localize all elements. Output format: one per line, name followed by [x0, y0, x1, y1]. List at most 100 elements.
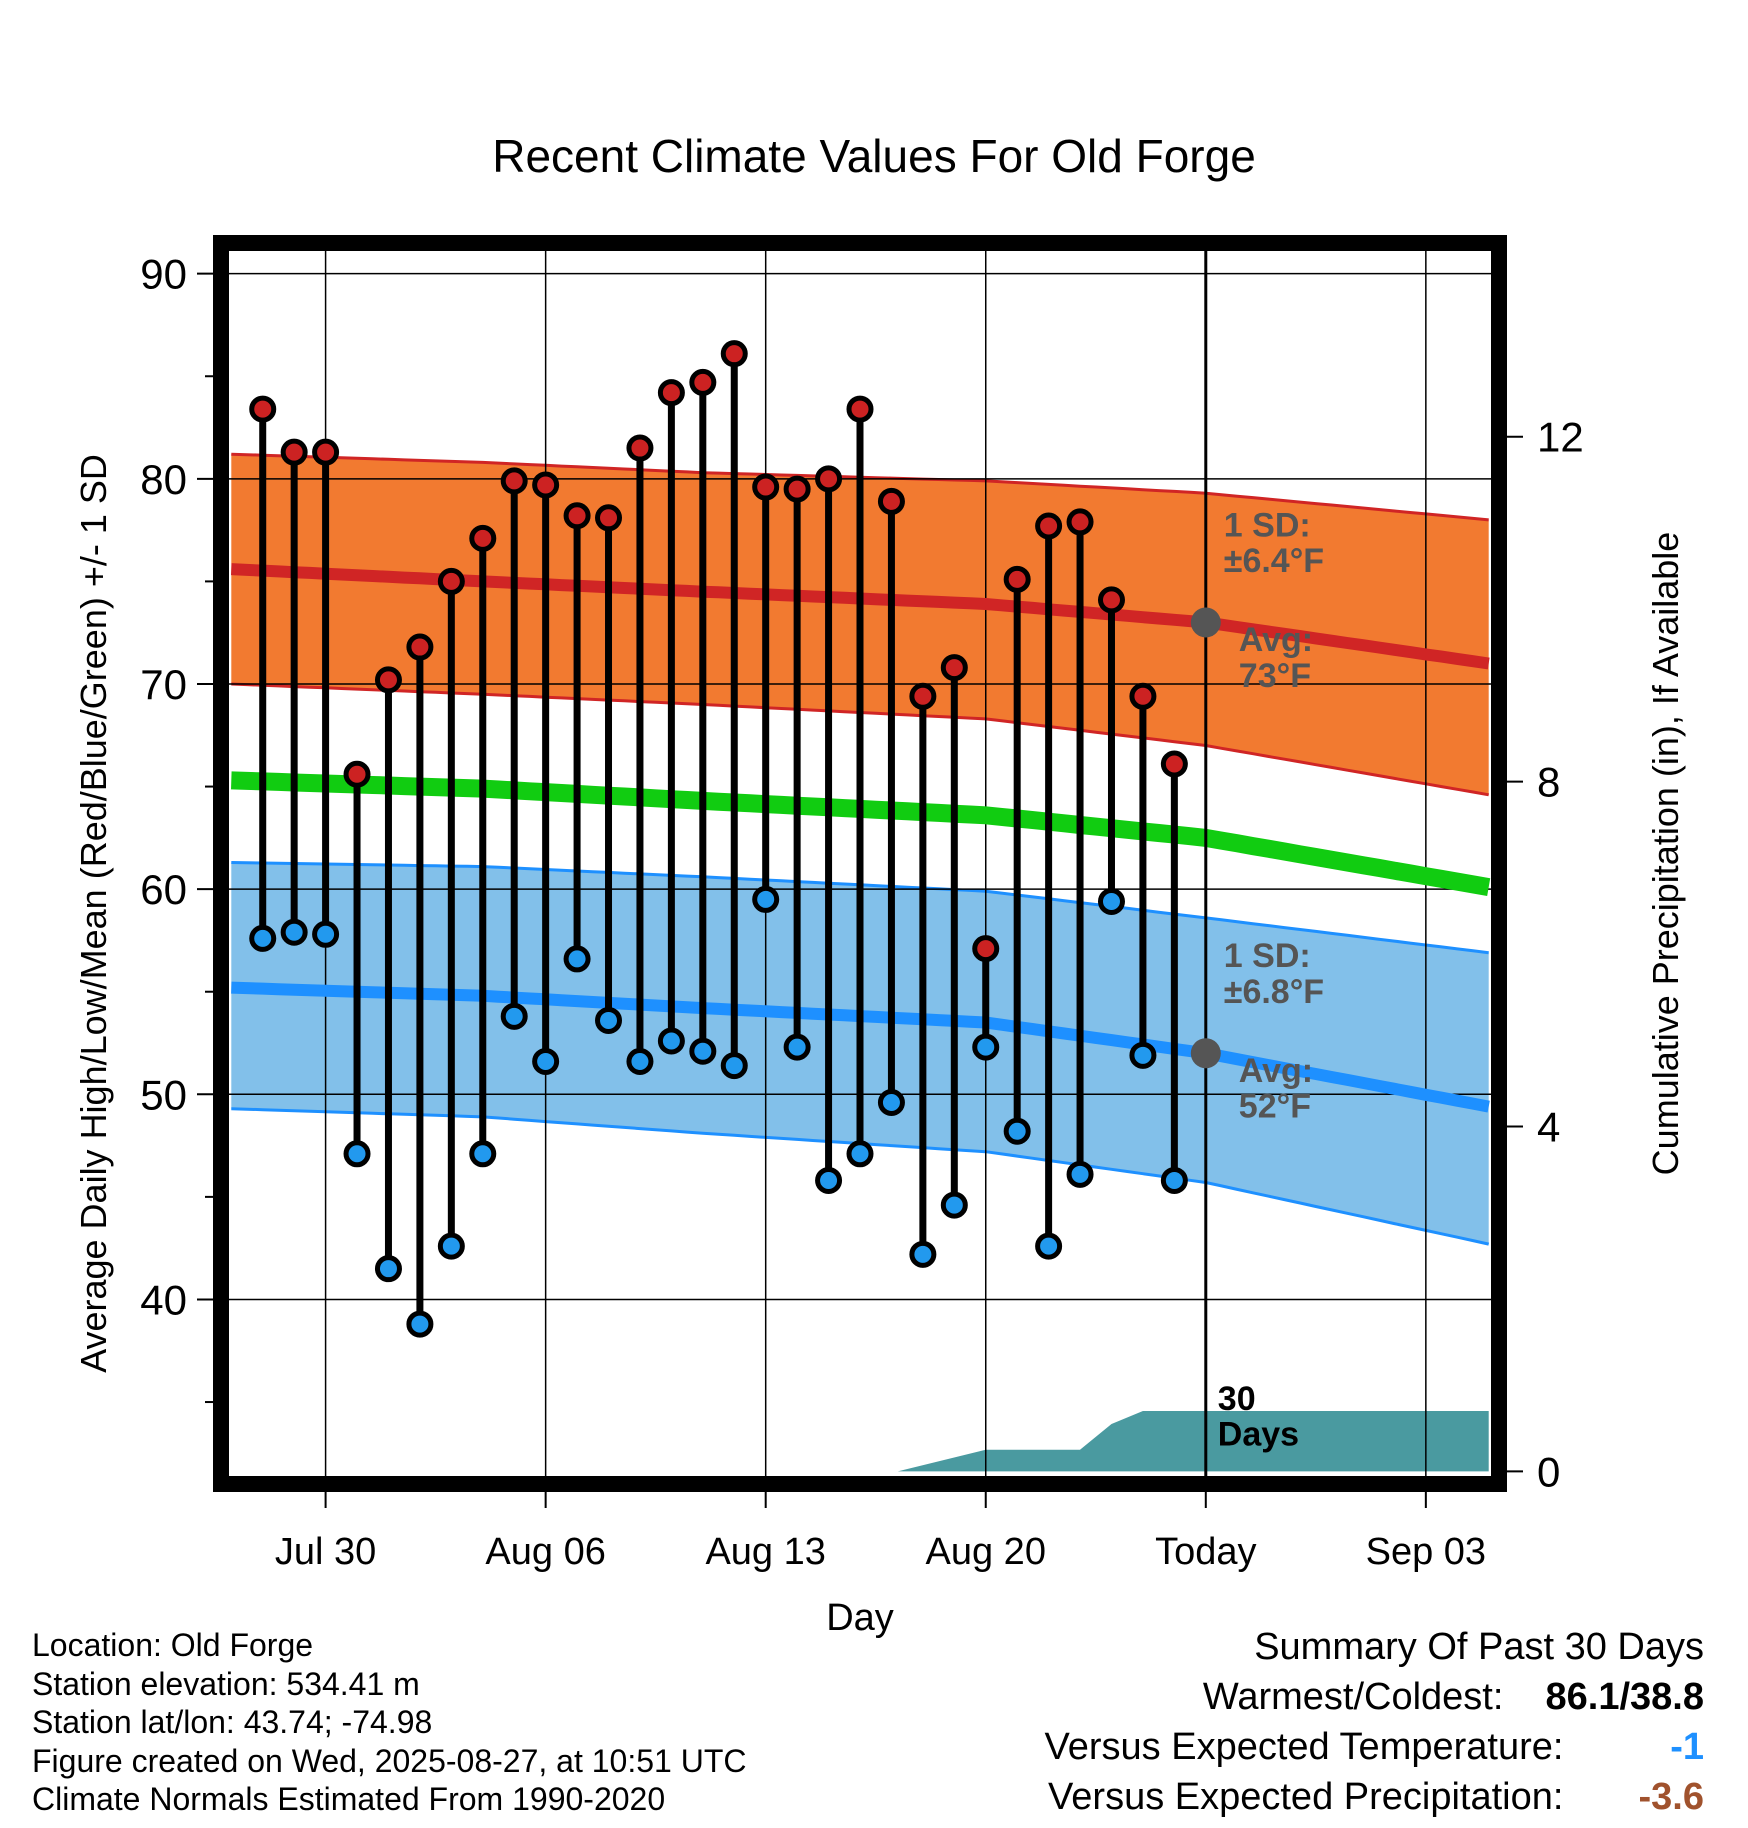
high-point [720, 340, 748, 368]
low-point [249, 924, 277, 952]
low-avg-annotation: Avg: 52°F [1239, 1052, 1313, 1126]
high-point [972, 935, 1000, 963]
high-point [280, 438, 308, 466]
low-point [972, 1033, 1000, 1061]
low-point [343, 1140, 371, 1168]
high-point [249, 395, 277, 423]
y-tick-label: 60 [140, 866, 187, 913]
low-point [1003, 1117, 1031, 1145]
chart-title: Recent Climate Values For Old Forge [492, 130, 1256, 182]
location-text: Location: Old Forge [32, 1627, 314, 1663]
low-point [406, 1310, 434, 1338]
today-days-label: 30 Days [1218, 1380, 1299, 1454]
high-point [343, 760, 371, 788]
precip-area [897, 1411, 1489, 1472]
high-point [374, 666, 402, 694]
high-sd-annotation-line: ±6.4°F [1224, 542, 1324, 580]
low-avg-annotation-line: 52°F [1239, 1088, 1311, 1126]
high-point [500, 467, 528, 495]
high-point [909, 682, 937, 710]
station-info: Location: Old Forge Station elevation: 5… [32, 1626, 932, 1819]
x-tick-label: Aug 20 [926, 1531, 1046, 1573]
high-point [469, 524, 497, 552]
precip-value: -3.6 [1638, 1776, 1704, 1818]
high-point [752, 473, 780, 501]
high-point [532, 471, 560, 499]
low-point [469, 1140, 497, 1168]
y2-tick-label: 12 [1537, 414, 1584, 461]
plot-frame [213, 235, 1507, 1492]
low-point [595, 1006, 623, 1034]
low-point [312, 920, 340, 948]
low-point [877, 1089, 905, 1117]
y2-tick-label: 0 [1537, 1448, 1560, 1495]
x-tick-label: Sep 03 [1366, 1531, 1486, 1573]
plot-area [225, 247, 1495, 1480]
high-point [1097, 586, 1125, 614]
high-point [626, 434, 654, 462]
warm-cold-value: 86.1/38.8 [1545, 1676, 1704, 1718]
low-point [1066, 1160, 1094, 1188]
high-point [846, 395, 874, 423]
summary-temp: Versus Expected Temperature: -1 [804, 1722, 1704, 1772]
today-days-label-line: Days [1218, 1416, 1299, 1454]
temp-label: Versus Expected Temperature: [1044, 1726, 1564, 1768]
low-point [689, 1037, 717, 1065]
low-point [532, 1047, 560, 1075]
low-point [940, 1191, 968, 1219]
x-tick-label: Aug 13 [705, 1531, 825, 1573]
high-point [437, 567, 465, 595]
y-tick-label: 50 [140, 1071, 187, 1118]
y2-tick-label: 8 [1537, 759, 1560, 806]
high-point [689, 368, 717, 396]
low-sd-annotation-line: 1 SD: [1224, 937, 1311, 975]
low-point [374, 1255, 402, 1283]
high-point [563, 502, 591, 530]
high-point [1066, 508, 1094, 536]
y-axis-label: Average Daily High/Low/Mean (Red/Blue/Gr… [73, 454, 114, 1373]
high-point [1003, 565, 1031, 593]
low-point [909, 1240, 937, 1268]
high-point [783, 475, 811, 503]
high-point [940, 654, 968, 682]
summary-title: Summary Of Past 30 Days [1254, 1626, 1704, 1668]
high-avg-annotation-line: Avg: [1239, 621, 1313, 659]
high-sd-annotation-line: 1 SD: [1224, 506, 1311, 544]
high-point [1160, 750, 1188, 778]
temp-value: -1 [1670, 1726, 1704, 1768]
low-point [720, 1052, 748, 1080]
high-point [312, 438, 340, 466]
y2-axis-label: Cumulative Precipitation (in), If Availa… [1645, 532, 1686, 1176]
high-point [657, 379, 685, 407]
low-point [783, 1033, 811, 1061]
low-avg-annotation-line: Avg: [1239, 1052, 1313, 1090]
latlon-text: Station lat/lon: 43.74; -74.98 [32, 1704, 433, 1740]
created-text: Figure created on Wed, 2025-08-27, at 10… [32, 1742, 747, 1779]
low-point [1129, 1041, 1157, 1069]
high-avg-dot [1190, 607, 1221, 638]
low-point [1160, 1166, 1188, 1194]
low-point [280, 918, 308, 946]
precip-label: Versus Expected Precipitation: [1048, 1776, 1564, 1818]
low-point [657, 1027, 685, 1055]
low-point [437, 1232, 465, 1260]
high-point [877, 487, 905, 515]
y-tick-label: 70 [140, 661, 187, 708]
warm-cold-label: Warmest/Coldest: [1202, 1676, 1504, 1718]
x-tick-label: Aug 06 [485, 1531, 605, 1573]
low-point [846, 1140, 874, 1168]
low-point [1097, 887, 1125, 915]
low-point [563, 945, 591, 973]
low-point [752, 885, 780, 913]
normals-text: Climate Normals Estimated From 1990-2020 [32, 1781, 666, 1817]
elevation-text: Station elevation: 534.41 m [32, 1665, 420, 1702]
y-tick-label: 90 [140, 251, 187, 298]
x-tick-label: Jul 30 [275, 1531, 376, 1573]
y-tick-label: 80 [140, 456, 187, 503]
x-tick-label: Today [1155, 1531, 1256, 1573]
low-point [626, 1047, 654, 1075]
high-avg-annotation-line: 73°F [1239, 657, 1311, 695]
summary-warm-cold: Warmest/Coldest: 86.1/38.8 [804, 1672, 1704, 1722]
today-days-label-line: 30 [1218, 1380, 1256, 1418]
